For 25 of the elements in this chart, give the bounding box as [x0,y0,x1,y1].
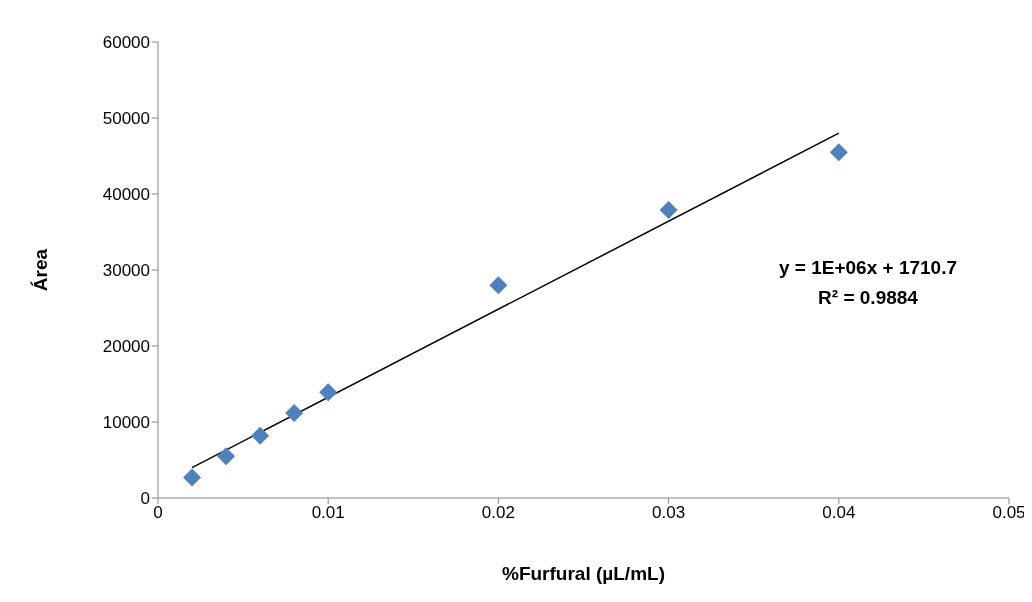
x-tick-label: 0.05 [992,503,1026,523]
point [489,276,508,295]
y-tick-label: 10000 [102,413,150,433]
point [829,143,848,162]
y-tick-label: 0 [140,489,150,509]
point [659,200,678,219]
x-tick-label: 0.01 [311,503,345,523]
point [183,468,202,487]
x-tick-label: 0.04 [822,503,856,523]
y-axis-title: Área [29,248,51,292]
y-tick-label: 40000 [102,185,150,205]
point [217,447,236,466]
x-axis-title: %Furfural (µL/mL) [502,563,665,584]
point [285,403,304,422]
y-tick-label: 50000 [102,109,150,129]
x-tick-label: 0 [153,503,163,523]
y-tick-label: 20000 [102,337,150,357]
y-tick-label: 30000 [102,261,150,281]
annotation: y = 1E+06x + 1710.7 [778,256,958,280]
x-tick-label: 0.03 [652,503,686,523]
y-tick-label: 60000 [102,33,150,53]
point [319,383,338,402]
point [251,426,270,445]
annotation: R² = 0.9884 [817,286,919,310]
x-tick-label: 0.02 [481,503,515,523]
